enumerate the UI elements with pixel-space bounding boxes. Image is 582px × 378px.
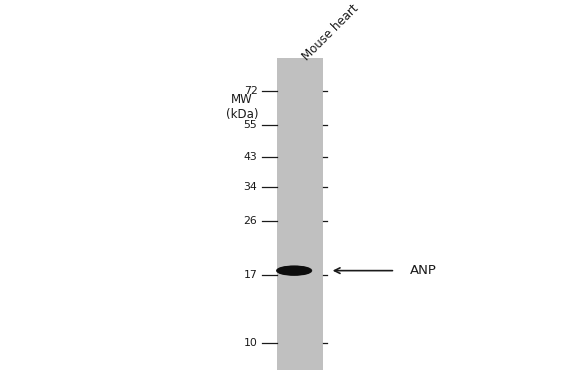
Ellipse shape xyxy=(285,269,304,273)
Ellipse shape xyxy=(281,268,307,274)
Ellipse shape xyxy=(287,270,301,272)
Ellipse shape xyxy=(280,267,308,274)
Text: 55: 55 xyxy=(244,120,257,130)
Ellipse shape xyxy=(286,269,302,272)
Text: Mouse heart: Mouse heart xyxy=(300,2,361,63)
Text: ANP: ANP xyxy=(410,264,436,277)
Ellipse shape xyxy=(278,266,311,275)
Ellipse shape xyxy=(283,268,306,273)
Text: 72: 72 xyxy=(244,86,257,96)
Ellipse shape xyxy=(277,266,311,275)
Text: 43: 43 xyxy=(244,152,257,162)
Ellipse shape xyxy=(288,270,300,272)
Text: MW
(kDa): MW (kDa) xyxy=(225,93,258,121)
Ellipse shape xyxy=(285,269,303,273)
Text: 34: 34 xyxy=(244,182,257,192)
Bar xyxy=(276,58,323,370)
Text: 26: 26 xyxy=(244,216,257,226)
Ellipse shape xyxy=(283,268,304,273)
Text: 10: 10 xyxy=(243,338,257,348)
Ellipse shape xyxy=(282,268,306,274)
Ellipse shape xyxy=(279,267,309,274)
Text: 17: 17 xyxy=(244,270,257,280)
Ellipse shape xyxy=(279,267,310,274)
